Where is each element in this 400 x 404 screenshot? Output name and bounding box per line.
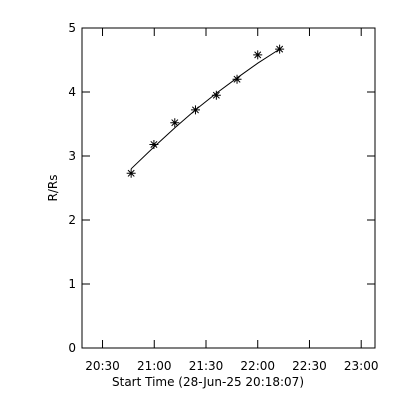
data-point [253, 50, 263, 60]
y-tick-label: 5 [68, 21, 76, 35]
data-point [211, 90, 221, 100]
x-tick-label: 22:30 [292, 359, 327, 373]
data-point [232, 74, 242, 84]
x-axis-label: Start Time (28-Jun-25 20:18:07) [112, 375, 304, 389]
y-tick-label: 0 [68, 341, 76, 355]
data-point [170, 118, 180, 128]
data-point [275, 44, 285, 54]
x-tick-label: 23:00 [344, 359, 379, 373]
x-tick-label: 21:00 [137, 359, 172, 373]
y-tick-label: 2 [68, 213, 76, 227]
plot-frame [81, 27, 376, 349]
x-tick-label: 22:00 [240, 359, 275, 373]
y-tick-label: 1 [68, 277, 76, 291]
x-tick-label: 21:30 [189, 359, 224, 373]
y-tick-label: 4 [68, 85, 76, 99]
data-point [149, 139, 159, 149]
x-tick-label: 20:30 [85, 359, 120, 373]
y-axis-label: R/Rs [46, 175, 60, 202]
y-tick-label: 3 [68, 149, 76, 163]
fit-line [130, 48, 280, 170]
data-point [126, 168, 136, 178]
